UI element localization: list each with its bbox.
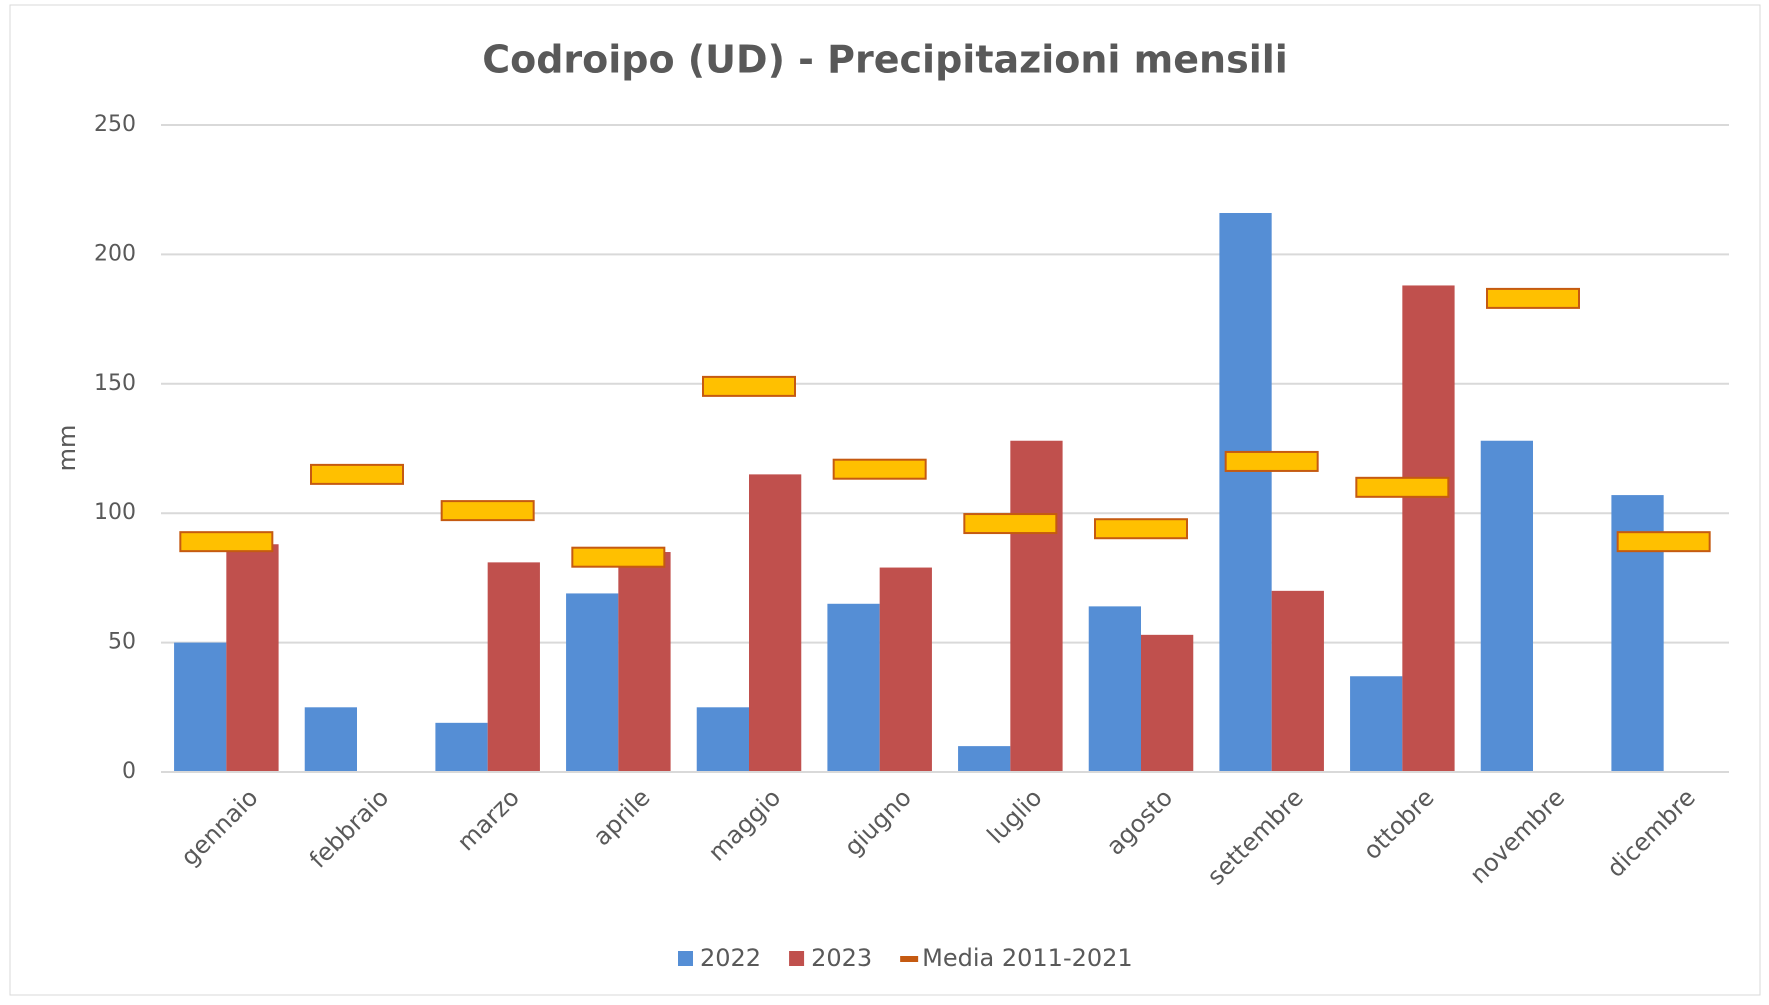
- average-marker: [702, 375, 796, 397]
- y-tick-label: 100: [94, 500, 136, 525]
- average-marker: [1355, 476, 1450, 498]
- y-tick-label: 0: [122, 759, 136, 784]
- average-marker: [1616, 531, 1711, 553]
- legend-swatch: [678, 951, 693, 966]
- bar: [487, 562, 540, 772]
- bar: [435, 722, 488, 772]
- average-marker: [571, 546, 666, 568]
- average-marker: [1094, 518, 1188, 540]
- average-marker: [440, 500, 535, 522]
- legend-swatch: [789, 951, 805, 966]
- bar: [1010, 440, 1063, 772]
- average-marker: [963, 513, 1058, 535]
- bar: [226, 544, 279, 772]
- y-axis-label: mm: [53, 425, 81, 472]
- chart-frame: [9, 4, 1761, 996]
- y-tick-label: 150: [94, 371, 136, 396]
- y-tick-label: 200: [94, 241, 136, 266]
- legend-swatch: [900, 956, 919, 962]
- average-marker: [179, 531, 274, 553]
- average-marker: [310, 463, 404, 485]
- bar: [618, 552, 671, 772]
- bar: [696, 707, 749, 772]
- bar: [1402, 285, 1455, 772]
- bar: [1480, 440, 1533, 772]
- bar: [1350, 676, 1403, 772]
- chart-title: Codroipo (UD) - Precipitazioni mensili: [482, 38, 1288, 82]
- y-tick-label: 250: [94, 112, 136, 137]
- bar: [566, 593, 619, 772]
- legend-label: Media 2011-2021: [922, 944, 1133, 972]
- bar: [749, 474, 802, 772]
- bar: [827, 603, 880, 772]
- bar: [1088, 606, 1141, 772]
- bar: [304, 707, 357, 772]
- legend-label: 2023: [811, 944, 872, 972]
- y-tick-label: 50: [108, 630, 136, 655]
- bar: [1141, 634, 1194, 772]
- bar: [174, 642, 227, 772]
- average-marker: [832, 458, 927, 480]
- average-marker: [1486, 287, 1580, 309]
- bar: [958, 746, 1011, 772]
- bar: [879, 567, 932, 772]
- average-marker: [1224, 450, 1319, 472]
- bar: [1271, 590, 1324, 772]
- legend-label: 2022: [700, 944, 761, 972]
- bar: [1219, 212, 1272, 772]
